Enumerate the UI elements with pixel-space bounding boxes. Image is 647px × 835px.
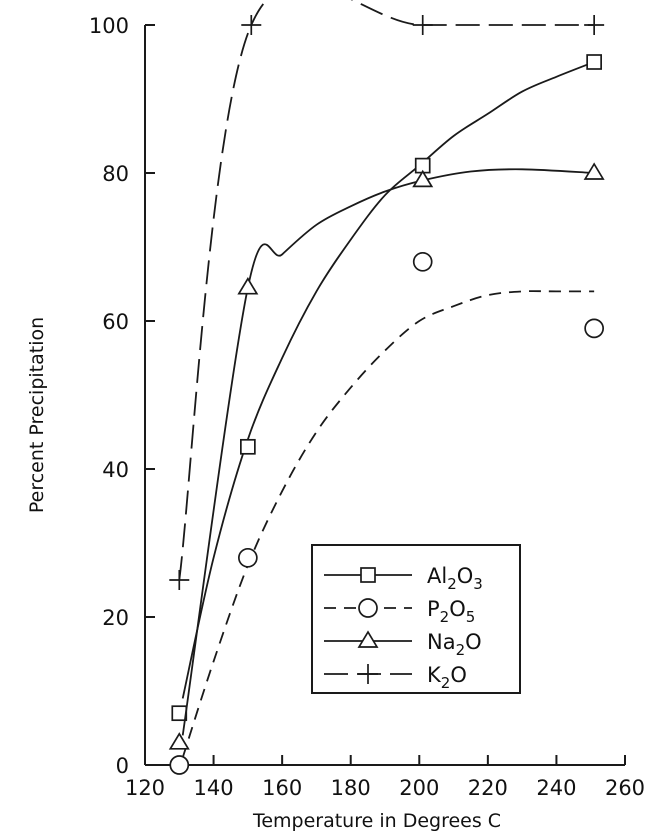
legend-label-p2o5: P2O5 [427, 597, 475, 626]
legend-label-k2o: K2O [427, 663, 467, 692]
y-tick-label: 60 [102, 310, 129, 334]
x-tick-label: 220 [468, 776, 508, 800]
square-marker-shape [171, 705, 188, 722]
data-point-p2o5 [412, 251, 433, 272]
legend-label-part: O [449, 597, 466, 621]
triangle-marker-shape [168, 732, 190, 750]
legend-label-al2o3: Al2O3 [427, 564, 483, 593]
data-point-k2o [169, 570, 190, 590]
data-point-na2o [168, 732, 190, 750]
legend-entry-na2o: Na2O [324, 630, 482, 659]
legend-label-part: Na [427, 630, 456, 654]
data-point-al2o3 [586, 54, 602, 70]
y-tick-label: 40 [102, 458, 129, 482]
legend-marker-al2o3 [360, 567, 376, 583]
legend-entry-al2o3: Al2O3 [324, 564, 483, 593]
data-point-al2o3 [240, 438, 256, 455]
y-axis-label: Percent Precipitation [26, 317, 48, 513]
x-tick-label: 120 [125, 776, 165, 800]
x-axis-label: Temperature in Degrees C [252, 810, 501, 832]
x-tick-label: 160 [262, 776, 302, 800]
legend-marker-k2o [358, 664, 378, 684]
data-point-p2o5 [169, 755, 190, 775]
legend-marker-p2o5 [358, 598, 378, 618]
x-tick-label: 140 [194, 776, 234, 800]
triangle-marker-shape [237, 277, 259, 295]
x-tick-label: 260 [605, 776, 645, 800]
legend-label-subscript: 2 [456, 641, 466, 659]
series-al2o3 [171, 54, 602, 722]
circle-marker-shape [238, 547, 258, 568]
legend-label-part: K [427, 663, 442, 687]
legend-label-subscript: 2 [440, 608, 450, 626]
legend-label-part: O [450, 663, 467, 687]
data-point-na2o [583, 162, 605, 180]
data-point-na2o [412, 169, 434, 188]
series-na2o [168, 162, 605, 750]
legend-marker-na2o [357, 630, 379, 648]
legend-entry-k2o: K2O [324, 663, 467, 692]
legend-label-subscript: 5 [466, 608, 476, 626]
triangle-marker-shape [412, 169, 434, 188]
data-point-k2o [584, 15, 605, 35]
series-layer [168, 0, 605, 775]
triangle-marker-shape [357, 630, 379, 648]
x-tick-label: 200 [399, 776, 439, 800]
legend-label-subscript: 2 [447, 575, 457, 593]
data-point-al2o3 [171, 705, 188, 722]
legend-label-part: P [427, 597, 440, 621]
series-line-p2o5 [181, 290, 595, 758]
legend-label-subscript: 2 [441, 674, 451, 692]
square-marker-shape [360, 567, 376, 583]
y-tick-label: 20 [102, 606, 129, 630]
data-point-na2o [237, 277, 259, 295]
square-marker-shape [586, 54, 602, 70]
circle-marker-shape [412, 251, 433, 272]
axes [144, 25, 625, 766]
legend-label-part: O [457, 564, 474, 588]
series-line-na2o [181, 168, 595, 736]
y-tick-label: 100 [89, 14, 129, 38]
ticks: 120 140 160 180 200 220 240 260 0 20 40 60 80 100 [89, 14, 645, 800]
y-tick-label: 0 [116, 754, 129, 778]
data-point-k2o [241, 15, 262, 35]
legend-label-part: Al [427, 564, 447, 588]
series-p2o5 [169, 251, 604, 775]
circle-marker-shape [169, 755, 190, 775]
square-marker-shape [240, 438, 256, 455]
legend-box [311, 544, 521, 694]
legend-entry-p2o5: P2O5 [324, 597, 475, 626]
triangle-marker-shape [583, 162, 605, 180]
data-point-p2o5 [238, 547, 258, 568]
legend-label-part: O [465, 630, 482, 654]
series-line-al2o3 [181, 61, 595, 699]
legend-label-subscript: 3 [473, 575, 483, 593]
circle-marker-shape [584, 318, 604, 339]
x-tick-label: 240 [536, 776, 576, 800]
x-tick-label: 180 [331, 776, 371, 800]
data-point-p2o5 [584, 318, 604, 339]
data-point-k2o [412, 15, 433, 35]
circle-marker-shape [358, 598, 378, 618]
legend-label-na2o: Na2O [427, 630, 482, 659]
y-tick-label: 80 [102, 162, 129, 186]
series-k2o [169, 0, 605, 590]
